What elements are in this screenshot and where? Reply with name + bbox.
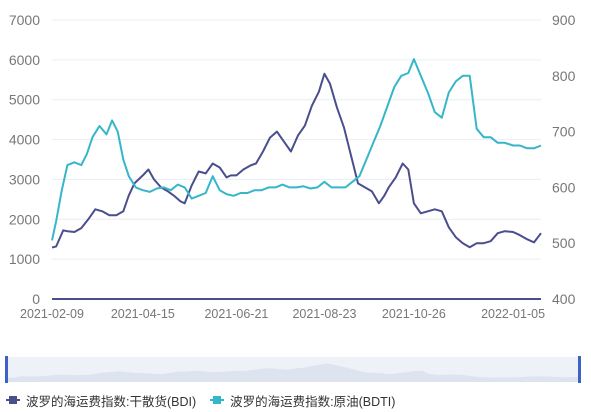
legend-item-bdti[interactable]: 波罗的海运费指数:原油(BDTI) [210,391,395,410]
y-left-tick-label: 7000 [9,12,40,28]
grid-lines [52,19,541,260]
data-zoom-slider[interactable] [5,356,581,383]
x-tick-label: 2021-04-15 [111,307,175,321]
legend-label-bdi: 波罗的海运费指数:干散货(BDI) [26,394,197,409]
x-tick-label: 2021-02-09 [20,307,84,321]
legend: 波罗的海运费指数:干散货(BDI) 波罗的海运费指数:原油(BDTI) [6,391,409,410]
x-tick-label: 2021-10-26 [382,307,446,321]
y-left-tick-label: 2000 [9,211,40,227]
y-left-tick-label: 4000 [9,132,40,148]
zoom-handle-right[interactable] [578,356,581,383]
y-right-tick-label: 500 [552,235,576,251]
legend-item-bdi[interactable]: 波罗的海运费指数:干散货(BDI) [6,391,196,410]
x-axis: 2021-02-09 2021-04-15 2021-06-21 2021-08-23… [20,307,545,321]
x-tick-label: 2021-08-23 [292,307,356,321]
zoom-handle-left[interactable] [5,356,8,383]
right-y-axis: 400 500 600 700 800 900 [552,12,576,307]
legend-swatch-bdti [210,395,225,405]
y-left-tick-label: 6000 [9,52,40,68]
y-left-tick-label: 0 [32,291,40,307]
legend-swatch-bdi [6,395,20,405]
series-line-0 [51,72,542,249]
zoom-preview [8,363,578,382]
y-left-tick-label: 5000 [9,92,40,108]
y-right-tick-label: 400 [552,291,576,307]
y-right-tick-label: 900 [552,12,576,28]
y-left-tick-label: 3000 [9,171,40,187]
y-right-tick-label: 600 [552,179,576,195]
y-right-tick-label: 800 [552,68,576,84]
series-layer [51,58,542,249]
series-line-1 [51,58,542,241]
y-right-tick-label: 700 [552,124,576,140]
legend-label-bdti: 波罗的海运费指数:原油(BDTI) [230,394,396,409]
left-y-axis: 0 1000 2000 3000 4000 5000 6000 7000 [9,12,40,307]
x-tick-label: 2022-01-05 [481,307,545,321]
x-tick-label: 2021-06-21 [204,307,268,321]
y-left-tick-label: 1000 [9,251,40,267]
